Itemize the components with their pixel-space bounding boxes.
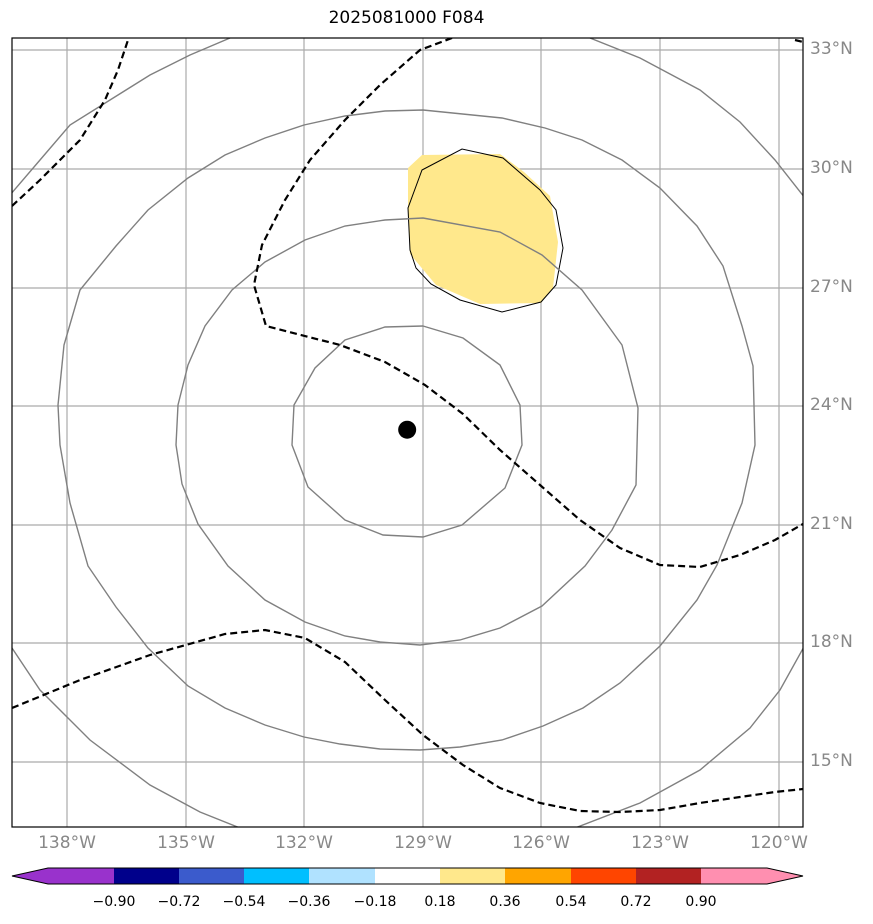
colorbar-tick-label: −0.90 [92,894,136,910]
colorbar-tick-label: −0.54 [222,894,266,910]
colorbar-segment-7 [440,868,505,884]
colorbar-tick-label: 0.18 [424,894,456,910]
range-ring-2 [175,217,639,646]
range-ring-5 [12,646,803,827]
colorbar-segment-10 [636,868,701,884]
colorbar-tick-label: −0.72 [157,894,201,910]
colorbar-segment-3 [179,868,244,884]
lat-label-18: 18°N [810,632,853,652]
dashed-contour-south [12,628,803,814]
lat-label-33: 33°N [810,39,853,59]
lat-label-15: 15°N [810,751,853,771]
lon-label-126: 126°W [512,833,570,853]
colorbar-tick-label: 0.36 [489,894,521,910]
colorbar-segment-4 [244,868,309,884]
lon-label-135: 135°W [157,833,215,853]
colorbar-tick-label: 0.54 [555,894,587,910]
lat-label-30: 30°N [810,158,853,178]
colorbar-tick-label: −0.18 [353,894,397,910]
storm-center-marker [398,420,417,439]
range-rings [12,38,803,827]
colorbar-extend-high [767,868,803,884]
map-title: 2025081000 F084 [328,8,485,28]
lon-label-138: 138°W [38,833,96,853]
colorbar-segment-2 [114,868,179,884]
dashed-contour-northwest [12,39,130,207]
dashed-contours [12,38,803,814]
lat-label-21: 21°N [810,514,853,534]
lon-label-123: 123°W [631,833,689,853]
colorbar [11,867,804,885]
range-ring-1 [291,325,523,538]
range-ring-4 [12,38,803,197]
lat-label-24: 24°N [810,395,853,415]
plot-frame [11,37,804,828]
dashed-contour-central [252,38,803,569]
colorbar-segment-1 [48,868,114,884]
range-ring-3 [57,109,756,751]
colorbar-segment-9 [571,868,636,884]
lon-label-132: 132°W [275,833,333,853]
colorbar-segment-8 [505,868,571,884]
colorbar-tick-label: 0.90 [685,894,717,910]
anomaly-contour-line [407,148,564,313]
colorbar-segment-11 [701,868,767,884]
colorbar-outline [11,867,804,885]
lon-label-120: 120°W [750,833,808,853]
colorbar-tick-label: −0.36 [287,894,331,910]
dashed-contour-corner [794,38,803,44]
colorbar-segment-6 [375,868,440,884]
colorbar-tick-label: 0.72 [620,894,652,910]
colorbar-segment-5 [309,868,375,884]
lat-label-27: 27°N [810,277,853,297]
colorbar-extend-low [12,868,48,884]
lon-label-129: 129°W [394,833,452,853]
